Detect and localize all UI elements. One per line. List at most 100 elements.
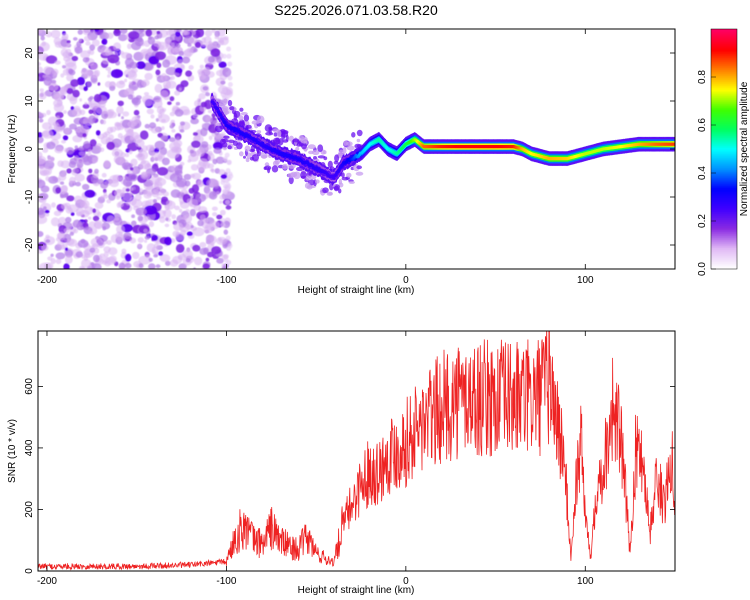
noise-blob bbox=[212, 212, 218, 217]
noise-blob bbox=[44, 262, 54, 269]
colorbar-strip bbox=[711, 243, 737, 246]
noise-blob bbox=[102, 132, 108, 138]
noise-blob bbox=[75, 181, 81, 187]
noise-blob bbox=[200, 101, 208, 108]
noise-blob bbox=[221, 88, 227, 94]
noise-blob bbox=[61, 139, 66, 144]
noise-blob bbox=[155, 264, 161, 269]
noise-blob bbox=[77, 76, 85, 86]
noise-blob bbox=[73, 117, 84, 125]
noise-blob bbox=[39, 88, 44, 92]
colorbar-strip bbox=[711, 119, 737, 122]
noise-blob bbox=[206, 71, 215, 78]
noise-blob bbox=[131, 214, 136, 218]
noise-blob bbox=[225, 205, 232, 210]
noise-blob bbox=[185, 258, 191, 263]
noise-blob bbox=[200, 41, 208, 47]
noise-blob bbox=[174, 67, 183, 74]
noise-blob bbox=[150, 114, 155, 119]
colorbar-strip bbox=[711, 59, 737, 62]
noise-blob bbox=[38, 61, 41, 67]
colorbar-strip bbox=[711, 39, 737, 42]
noise-blob bbox=[124, 262, 132, 269]
noise-blob bbox=[158, 251, 164, 256]
noise-blob bbox=[120, 29, 128, 34]
ridge-haze bbox=[239, 120, 245, 125]
ridge-haze bbox=[301, 142, 307, 150]
noise-blob bbox=[62, 135, 69, 141]
noise-blob bbox=[82, 103, 90, 109]
noise-blob bbox=[78, 38, 82, 42]
noise-blob bbox=[38, 215, 48, 225]
noise-blob bbox=[223, 229, 229, 235]
figure-title: S225.2026.071.03.58.R20 bbox=[274, 2, 438, 18]
noise-blob bbox=[114, 189, 125, 198]
noise-blob bbox=[218, 169, 226, 176]
noise-blob bbox=[224, 152, 230, 158]
noise-blob bbox=[205, 235, 217, 245]
noise-blob bbox=[226, 246, 232, 251]
spectrogram-noise-blobs bbox=[38, 29, 235, 269]
ridge-haze bbox=[348, 180, 355, 184]
noise-blob bbox=[93, 254, 100, 263]
noise-blob bbox=[219, 200, 223, 204]
noise-blob bbox=[180, 80, 189, 88]
colorbar-strip bbox=[711, 201, 737, 204]
noise-blob bbox=[60, 73, 65, 78]
noise-blob bbox=[45, 31, 52, 38]
noise-blob bbox=[144, 239, 148, 243]
ridge-haze bbox=[274, 159, 281, 165]
colorbar-strip bbox=[711, 217, 737, 220]
noise-blob bbox=[60, 194, 65, 199]
ridge-dot bbox=[219, 113, 223, 117]
colorbar-strip bbox=[711, 133, 737, 136]
noise-blob bbox=[128, 149, 133, 155]
spectrogram-y-ticks: 20 10 0 -10 -20 bbox=[24, 47, 675, 252]
colorbar-strip bbox=[711, 151, 737, 154]
colorbar-strip bbox=[711, 239, 737, 242]
noise-blob bbox=[79, 98, 83, 102]
noise-blob bbox=[205, 257, 210, 262]
noise-blob bbox=[107, 70, 111, 75]
colorbar-strip bbox=[711, 145, 737, 148]
noise-blob bbox=[55, 258, 62, 265]
noise-blob bbox=[154, 140, 166, 150]
colorbar-strip bbox=[711, 101, 737, 104]
noise-blob bbox=[165, 67, 178, 76]
spectrogram-xlabel: Height of straight line (km) bbox=[298, 285, 415, 296]
colorbar-strip bbox=[711, 41, 737, 44]
noise-blob bbox=[227, 61, 233, 67]
noise-blob bbox=[144, 72, 153, 80]
noise-blob bbox=[196, 147, 205, 157]
noise-blob bbox=[151, 246, 159, 255]
noise-blob bbox=[59, 181, 65, 185]
noise-blob bbox=[137, 215, 144, 222]
noise-blob bbox=[208, 135, 213, 141]
noise-blob bbox=[200, 141, 209, 148]
x-tick-label: -100 bbox=[216, 576, 236, 587]
ridge-haze bbox=[243, 114, 250, 122]
noise-blob bbox=[62, 65, 66, 69]
noise-blob bbox=[77, 29, 84, 35]
colorbar-strip bbox=[711, 49, 737, 52]
noise-blob bbox=[164, 236, 172, 246]
colorbar-strip bbox=[711, 215, 737, 218]
colorbar-strip bbox=[711, 225, 737, 228]
noise-blob bbox=[90, 262, 95, 266]
colorbar-strip bbox=[711, 199, 737, 202]
noise-blob bbox=[48, 176, 59, 184]
colorbar-strip bbox=[711, 33, 737, 36]
noise-blob bbox=[72, 89, 80, 98]
noise-blob bbox=[63, 55, 71, 62]
noise-blob bbox=[50, 217, 60, 227]
noise-blob bbox=[89, 230, 94, 235]
noise-blob bbox=[180, 29, 188, 36]
noise-blob bbox=[92, 179, 98, 184]
ridge-haze bbox=[243, 155, 246, 159]
colorbar-tick-label: 0.4 bbox=[697, 166, 708, 180]
noise-blob bbox=[189, 149, 194, 154]
noise-blob bbox=[100, 135, 111, 145]
colorbar-strip bbox=[711, 35, 737, 38]
noise-blob bbox=[55, 127, 60, 133]
colorbar-strip bbox=[711, 105, 737, 108]
